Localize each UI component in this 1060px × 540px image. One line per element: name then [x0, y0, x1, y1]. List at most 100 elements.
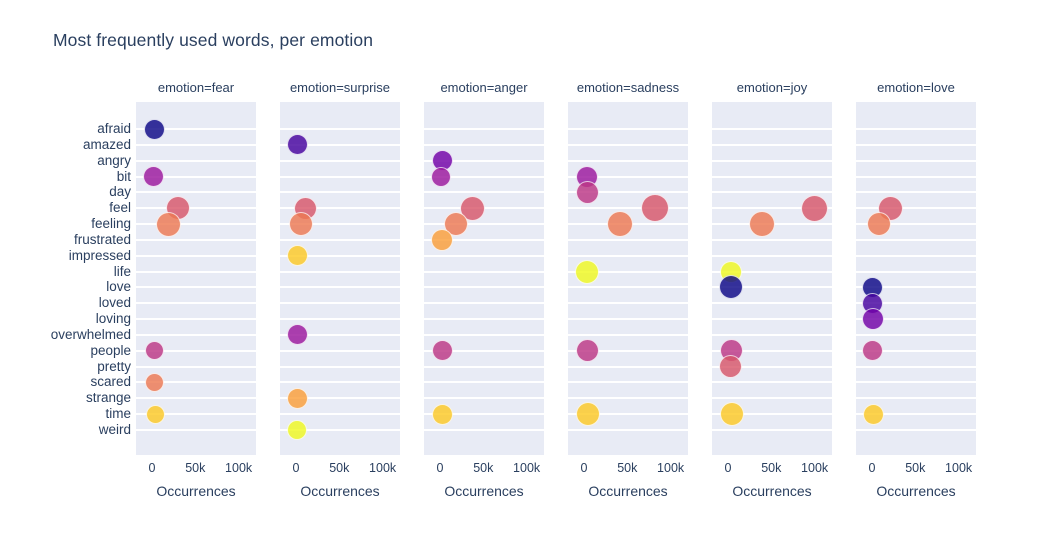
- gridline: [568, 143, 688, 146]
- y-tick-label-loved: loved: [98, 295, 131, 311]
- facet-plot-area[interactable]: [856, 102, 976, 455]
- gridline: [712, 397, 832, 400]
- x-tick-label: 100k: [369, 461, 397, 475]
- facet-plot-area[interactable]: [280, 102, 400, 455]
- gridline: [424, 286, 544, 289]
- x-tick-label: 50k: [473, 461, 494, 475]
- gridline: [424, 175, 544, 178]
- gridline: [856, 223, 976, 226]
- scatter-point-pretty[interactable]: [719, 355, 743, 379]
- gridline: [856, 302, 976, 305]
- gridline: [856, 254, 976, 257]
- scatter-point-amazed[interactable]: [286, 134, 308, 156]
- gridline: [424, 254, 544, 257]
- scatter-point-people[interactable]: [144, 341, 164, 361]
- facet-plot-area[interactable]: [568, 102, 688, 455]
- x-tick-label: 100k: [657, 461, 685, 475]
- scatter-point-strange[interactable]: [286, 387, 308, 409]
- facet-title: emotion=fear: [157, 80, 235, 95]
- gridline: [856, 207, 976, 210]
- scatter-point-feel[interactable]: [801, 194, 829, 222]
- facet-plot-area[interactable]: [136, 102, 256, 455]
- y-tick-label-afraid: afraid: [97, 121, 131, 136]
- scatter-point-overwhelmed[interactable]: [286, 324, 308, 346]
- scatter-point-loving[interactable]: [861, 308, 884, 331]
- scatter-point-feel[interactable]: [641, 194, 669, 223]
- scatter-point-people[interactable]: [862, 340, 884, 362]
- scatter-point-time[interactable]: [145, 404, 165, 424]
- x-axis-title: Occurrences: [300, 483, 380, 499]
- gridline: [280, 207, 400, 210]
- scatter-point-feeling[interactable]: [289, 212, 314, 237]
- facet-plot-area[interactable]: [712, 102, 832, 455]
- gridline: [424, 191, 544, 194]
- scatter-point-time[interactable]: [720, 402, 745, 427]
- gridline: [280, 365, 400, 368]
- chart-title: Most frequently used words, per emotion: [53, 30, 374, 50]
- x-tick-label: 100k: [513, 461, 541, 475]
- scatter-point-love[interactable]: [719, 275, 744, 300]
- gridline: [712, 143, 832, 146]
- x-tick-label: 100k: [225, 461, 253, 475]
- facet-title: emotion=joy: [736, 80, 808, 95]
- scatter-point-feeling[interactable]: [444, 212, 469, 237]
- x-axis-title: Occurrences: [876, 483, 956, 499]
- gridline: [280, 159, 400, 162]
- x-tick-label: 50k: [905, 461, 926, 475]
- facet-plot-area[interactable]: [424, 102, 544, 455]
- y-tick-label-life: life: [113, 263, 131, 279]
- scatter-point-bit[interactable]: [431, 166, 452, 187]
- scatter-point-day[interactable]: [575, 180, 599, 204]
- gridline: [280, 254, 400, 257]
- gridline: [136, 128, 256, 130]
- scatter-point-feeling[interactable]: [155, 211, 181, 237]
- scatter-point-bit[interactable]: [143, 166, 165, 188]
- scatter-point-feeling[interactable]: [748, 211, 775, 238]
- scatter-point-life[interactable]: [575, 259, 600, 284]
- x-tick-label: 0: [580, 461, 588, 475]
- x-tick-label: 50k: [617, 461, 638, 475]
- scatter-point-weird[interactable]: [286, 419, 307, 440]
- scatter-point-afraid[interactable]: [143, 118, 165, 140]
- gridline: [424, 333, 544, 336]
- gridline: [568, 333, 688, 336]
- gridline: [712, 349, 832, 352]
- gridline: [856, 143, 976, 146]
- y-tick-label-day: day: [109, 184, 131, 200]
- x-tick-label: 50k: [761, 461, 782, 475]
- scatter-point-feeling[interactable]: [606, 211, 633, 238]
- y-tick-label-feeling: feeling: [91, 216, 131, 232]
- gridline: [136, 286, 256, 289]
- scatter-point-time[interactable]: [431, 403, 453, 425]
- y-tick-label-frustrated: frustrated: [73, 231, 131, 247]
- gridline: [712, 428, 832, 431]
- gridline: [136, 413, 256, 416]
- gridline: [568, 207, 688, 210]
- scatter-point-feeling[interactable]: [867, 212, 892, 237]
- gridline: [424, 349, 544, 352]
- gridline: [424, 238, 544, 241]
- gridline: [136, 333, 256, 336]
- gridline: [136, 254, 256, 257]
- gridline: [712, 302, 832, 305]
- gridline: [424, 143, 544, 146]
- gridline: [136, 238, 256, 241]
- gridline: [856, 381, 976, 384]
- x-tick-label: 50k: [329, 461, 350, 475]
- scatter-point-impressed[interactable]: [286, 245, 308, 267]
- x-tick-label: 0: [148, 461, 156, 475]
- scatter-point-frustrated[interactable]: [430, 228, 453, 251]
- scatter-point-scared[interactable]: [144, 372, 164, 392]
- gridline: [136, 223, 256, 226]
- gridline: [568, 302, 688, 305]
- facet-title: emotion=anger: [440, 80, 528, 95]
- scatter-point-time[interactable]: [576, 402, 601, 427]
- scatter-point-people[interactable]: [575, 339, 599, 363]
- gridline: [712, 286, 832, 289]
- gridline: [568, 365, 688, 368]
- gridline: [856, 428, 976, 431]
- gridline: [424, 413, 544, 416]
- scatter-point-people[interactable]: [431, 340, 453, 362]
- scatter-point-time[interactable]: [862, 403, 884, 425]
- gridline: [136, 143, 256, 146]
